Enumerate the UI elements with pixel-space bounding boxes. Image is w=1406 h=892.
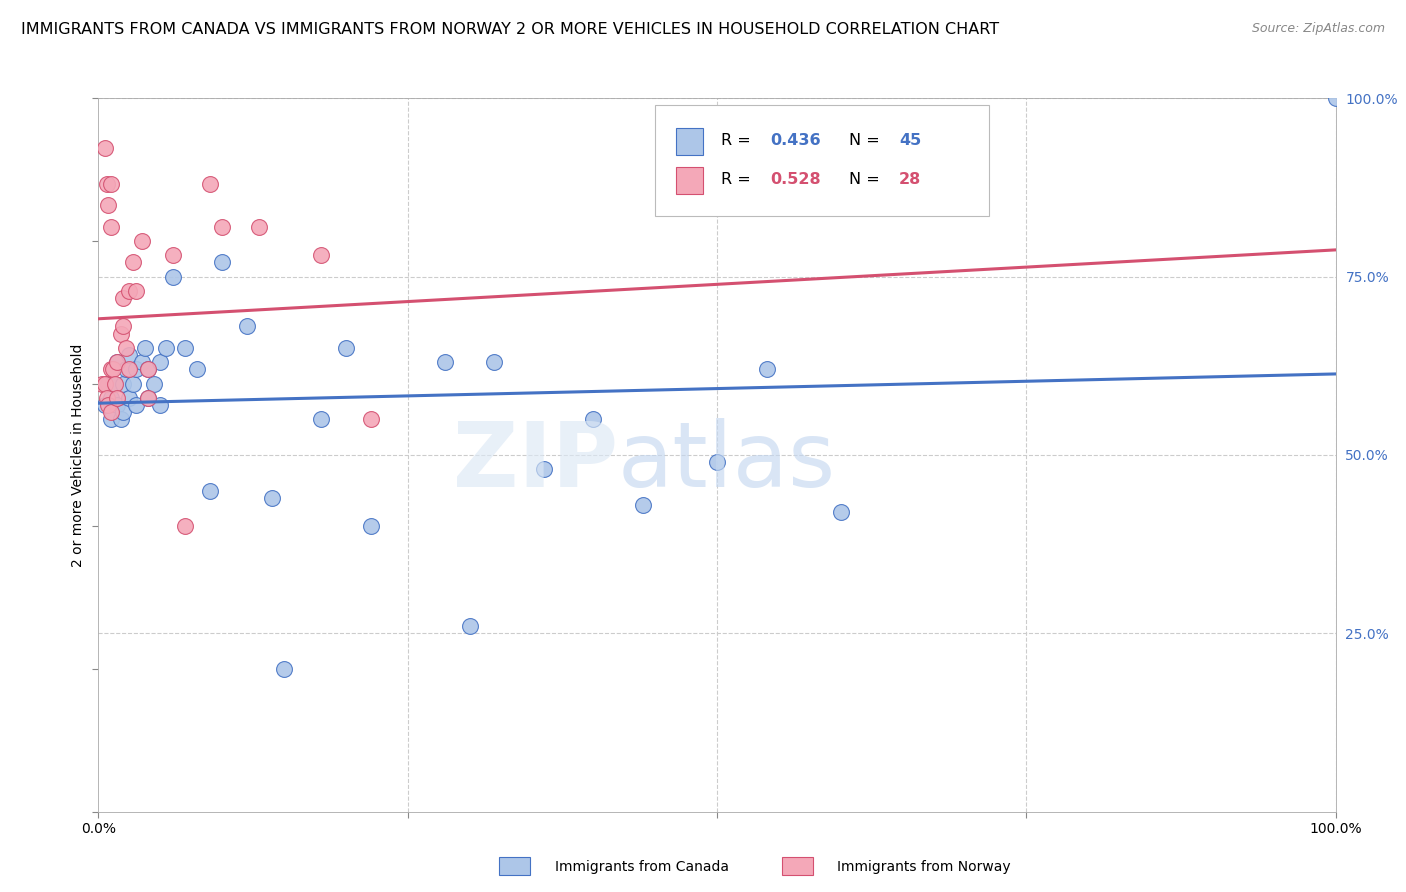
Point (136, 362, 159, 376)
Point (134, 341, 156, 355)
Point (110, 326, 132, 341)
Point (149, 355, 172, 369)
Point (96, 177, 118, 191)
Text: N =: N = (849, 172, 886, 187)
Point (162, 248, 184, 262)
Point (105, 355, 128, 369)
Text: N =: N = (849, 133, 886, 148)
Point (103, 362, 125, 376)
Point (236, 319, 259, 334)
Point (309, 412, 332, 426)
Point (103, 376, 125, 391)
Text: atlas: atlas (619, 418, 837, 506)
Text: IMMIGRANTS FROM CANADA VS IMMIGRANTS FROM NORWAY 2 OR MORE VEHICLES IN HOUSEHOLD: IMMIGRANTS FROM CANADA VS IMMIGRANTS FRO… (21, 22, 1000, 37)
Point (582, 412, 605, 426)
Point (143, 376, 166, 391)
Text: 28: 28 (898, 172, 921, 187)
Point (112, 376, 135, 391)
Point (118, 362, 141, 376)
Bar (499, 857, 530, 875)
Point (631, 498, 654, 512)
Point (830, 505, 852, 519)
Point (198, 177, 221, 191)
Point (124, 362, 146, 376)
Point (97, 198, 120, 212)
Point (136, 391, 159, 405)
Point (100, 362, 122, 376)
Point (155, 341, 177, 355)
Point (131, 234, 153, 248)
Text: R =: R = (721, 172, 755, 187)
Point (105, 355, 128, 369)
Point (100, 391, 122, 405)
Point (136, 391, 159, 405)
Point (211, 219, 233, 234)
Point (131, 355, 153, 369)
Point (484, 355, 506, 369)
Bar (676, 168, 703, 194)
Point (114, 341, 136, 355)
Point (110, 412, 132, 426)
Bar (782, 857, 813, 875)
Point (93, 376, 115, 391)
Point (533, 462, 555, 476)
Point (273, 662, 295, 676)
Point (124, 284, 146, 298)
Point (706, 455, 728, 469)
Point (100, 412, 122, 426)
Point (186, 362, 208, 376)
Text: R =: R = (721, 133, 755, 148)
Text: ZIP: ZIP (453, 418, 619, 506)
Point (100, 219, 122, 234)
Text: 0.436: 0.436 (770, 133, 821, 148)
Point (97, 376, 120, 391)
Point (118, 284, 141, 298)
Point (755, 362, 778, 376)
Point (174, 341, 197, 355)
Point (91, 376, 114, 391)
Point (1324, 91, 1347, 105)
Point (136, 362, 159, 376)
Point (360, 412, 382, 426)
Point (174, 519, 197, 533)
Text: Source: ZipAtlas.com: Source: ZipAtlas.com (1251, 22, 1385, 36)
Point (149, 398, 172, 412)
Point (105, 391, 128, 405)
Point (96, 391, 118, 405)
Point (105, 398, 128, 412)
Point (97, 398, 120, 412)
Point (124, 398, 146, 412)
Text: Immigrants from Norway: Immigrants from Norway (837, 860, 1010, 874)
Y-axis label: 2 or more Vehicles in Household: 2 or more Vehicles in Household (70, 343, 84, 566)
Point (162, 269, 184, 284)
Point (112, 405, 135, 419)
Point (335, 341, 357, 355)
Point (360, 519, 382, 533)
Point (458, 619, 481, 633)
Point (112, 319, 135, 334)
Point (211, 255, 233, 269)
Point (122, 255, 145, 269)
Point (198, 483, 221, 498)
Text: Immigrants from Canada: Immigrants from Canada (555, 860, 730, 874)
Point (118, 391, 141, 405)
Point (122, 376, 145, 391)
Point (309, 248, 332, 262)
Text: 45: 45 (898, 133, 921, 148)
Point (247, 219, 270, 234)
Point (100, 405, 122, 419)
FancyBboxPatch shape (655, 105, 990, 216)
Text: 0.528: 0.528 (770, 172, 821, 187)
Point (112, 291, 135, 305)
Bar (676, 128, 703, 155)
Point (93, 141, 115, 155)
Point (433, 355, 456, 369)
Point (93, 398, 115, 412)
Point (118, 348, 141, 362)
Point (114, 362, 136, 376)
Point (260, 491, 283, 505)
Point (103, 376, 125, 391)
Point (100, 177, 122, 191)
